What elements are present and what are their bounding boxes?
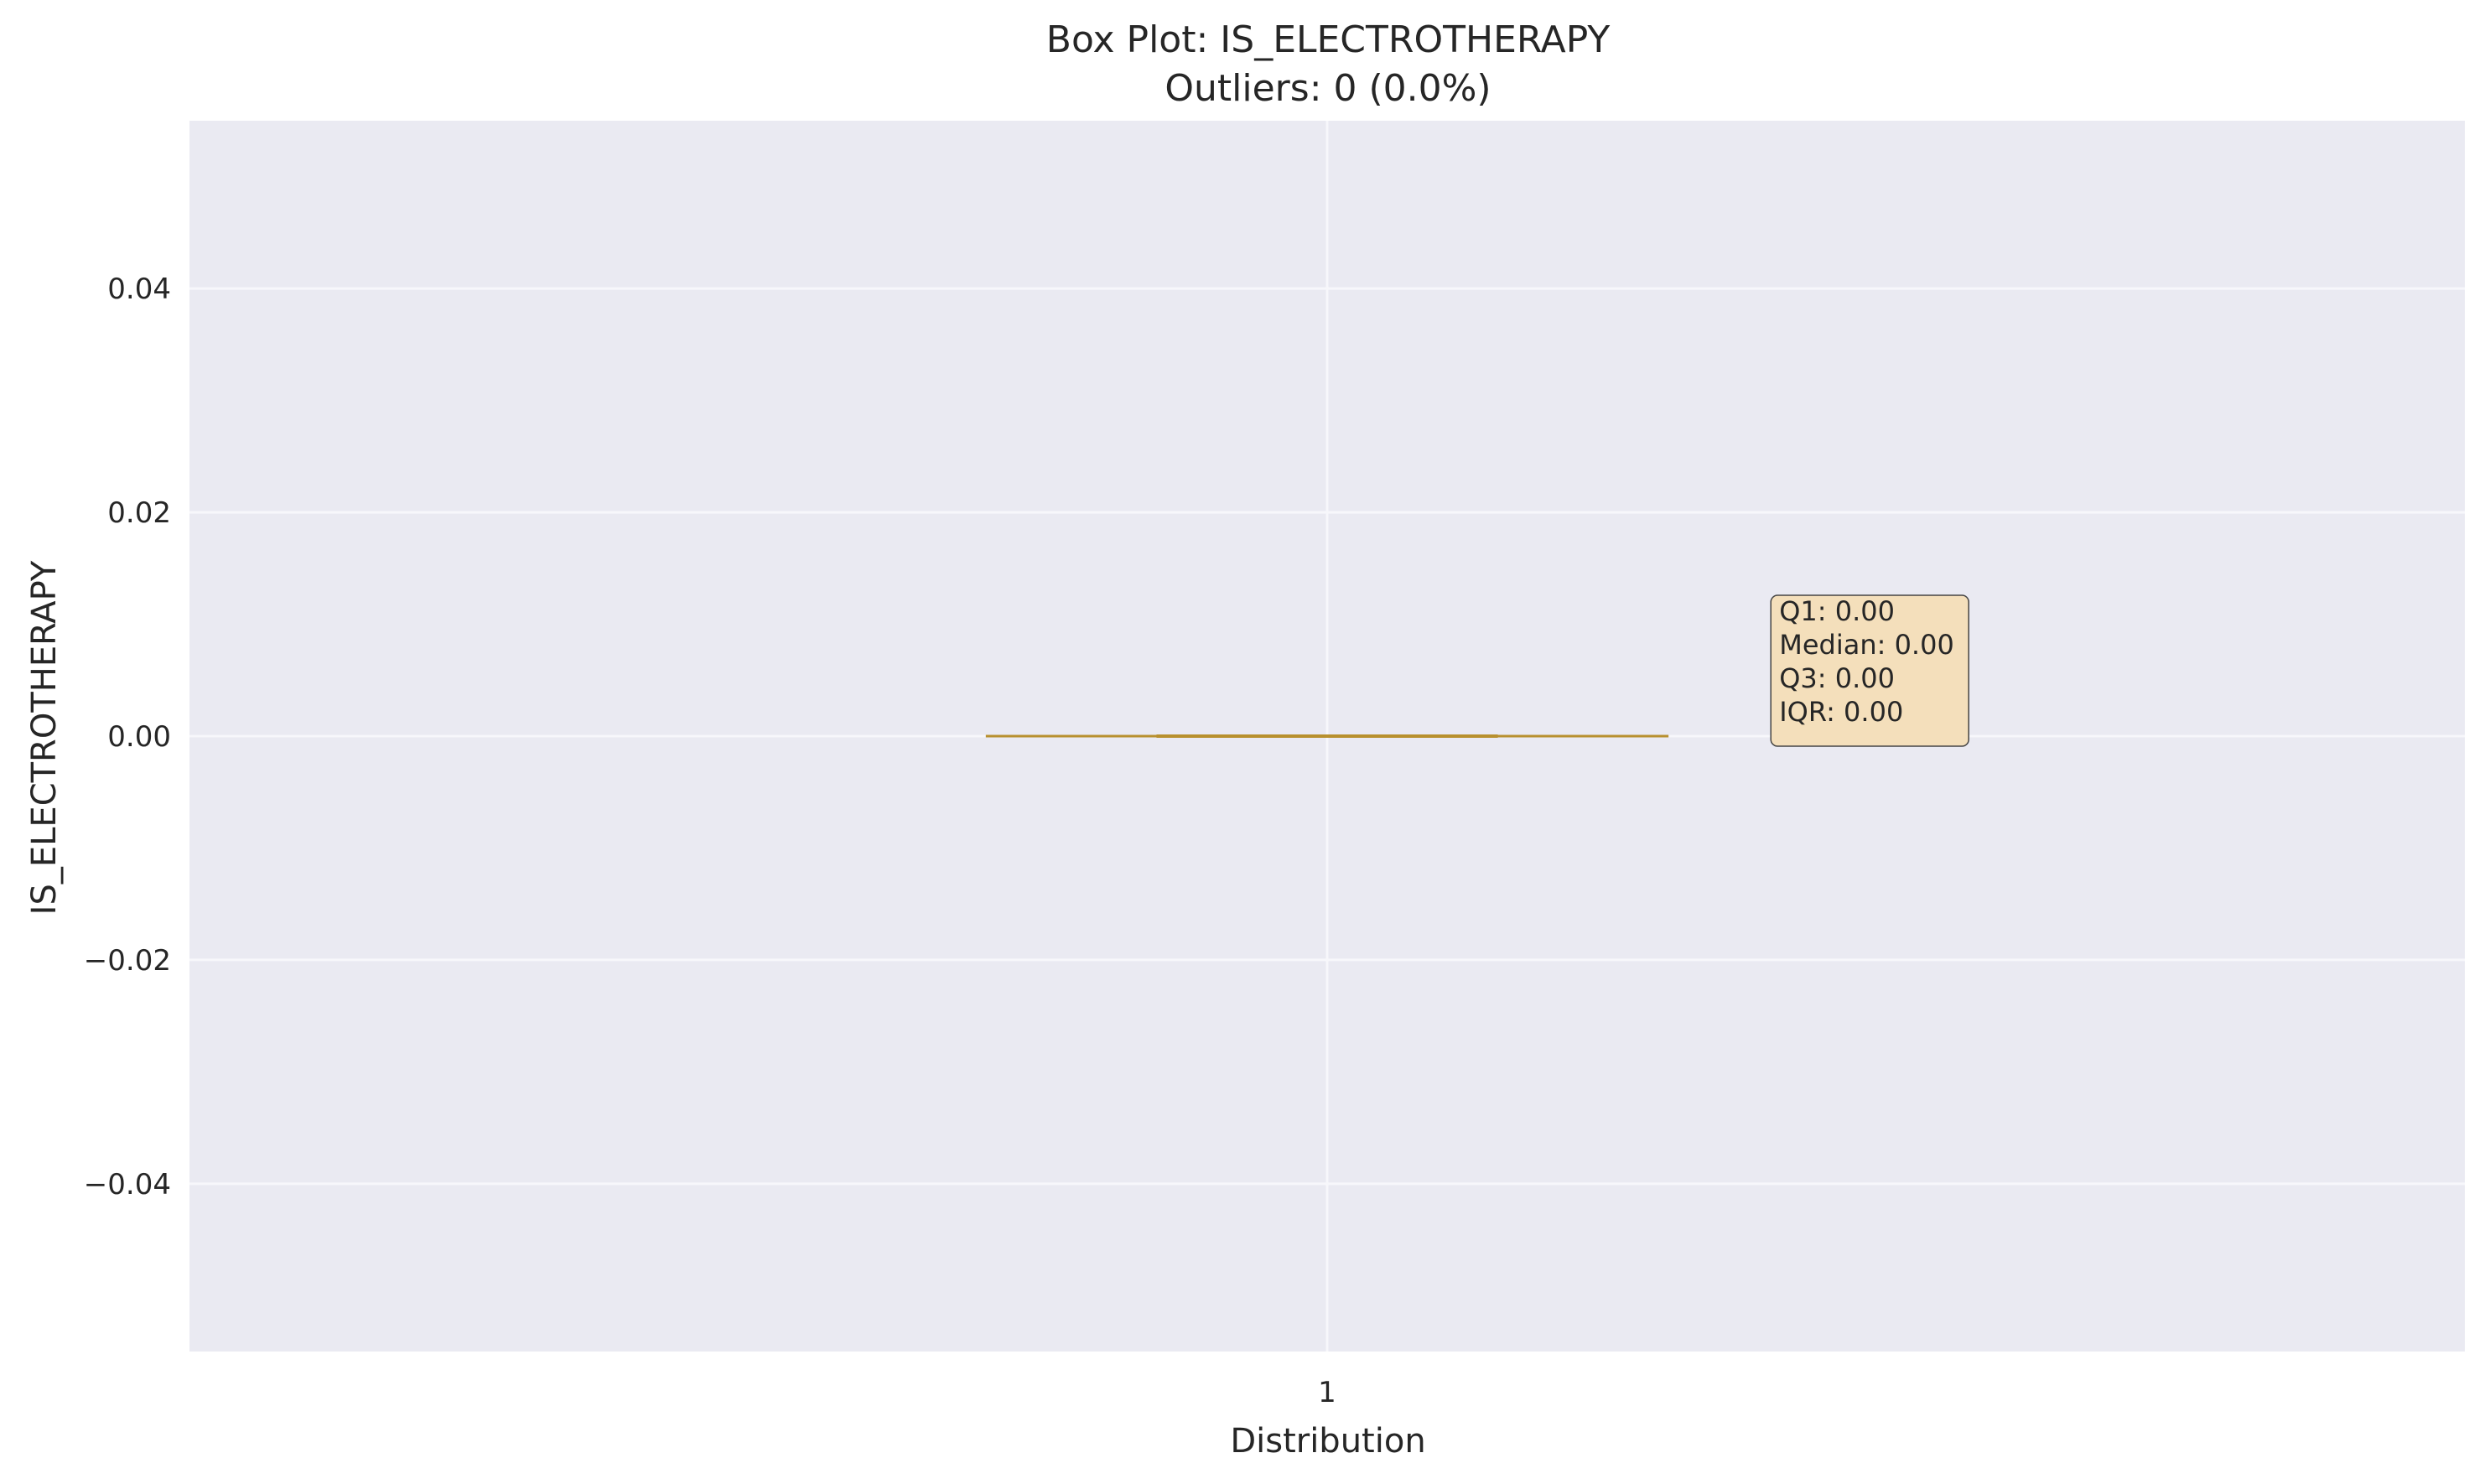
annotation-box: [1770, 594, 1969, 747]
y-tick-label: −0.04: [84, 1168, 171, 1201]
annotation-line: Q3: 0.00: [1779, 662, 1895, 694]
tick-labels: 0.04 0.02 0.00 −0.02 −0.04 1: [84, 272, 1336, 1409]
annotation-line: IQR: 0.00: [1779, 696, 1903, 728]
chart-subtitle: Outliers: 0 (0.0%): [1165, 67, 1491, 110]
y-tick-label: 0.00: [107, 720, 171, 754]
annotation-line: Median: 0.00: [1779, 629, 1954, 661]
y-tick-label: 0.02: [107, 496, 171, 530]
y-axis-label: IS_ELECTROTHERAPY: [25, 560, 64, 915]
y-tick-label: 0.04: [107, 272, 171, 306]
x-axis-label: Distribution: [1230, 1422, 1425, 1461]
y-tick-label: −0.02: [84, 944, 171, 978]
x-tick-label: 1: [1318, 1376, 1336, 1409]
annotation-line: Q1: 0.00: [1779, 595, 1895, 627]
chart-title: Box Plot: IS_ELECTROTHERAPY: [1046, 18, 1611, 61]
